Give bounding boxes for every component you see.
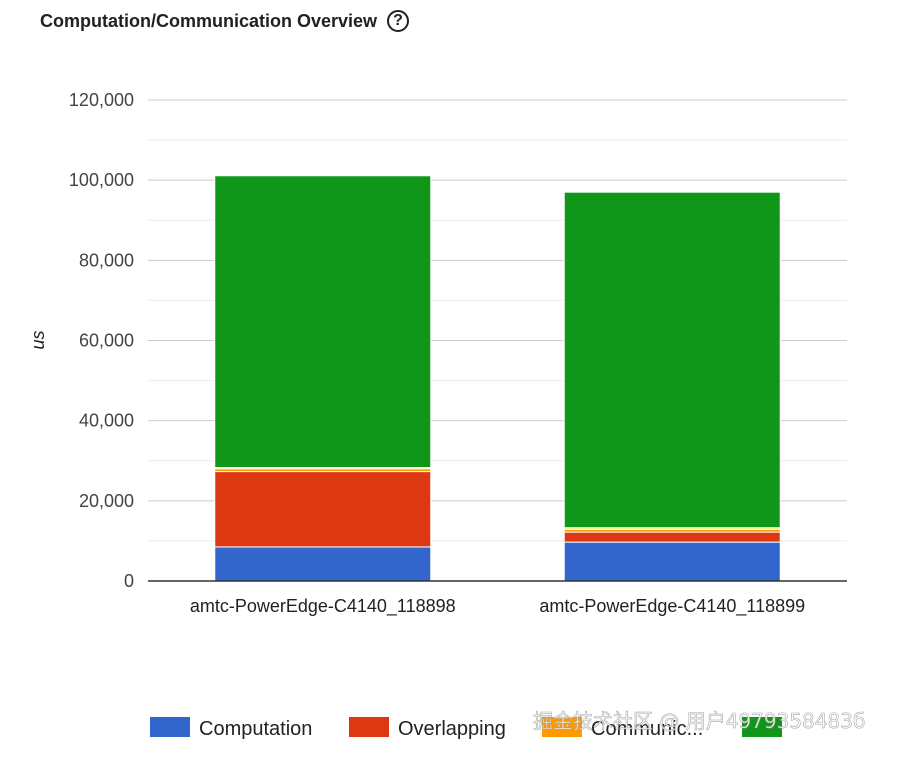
legend-swatch — [349, 717, 389, 737]
help-circle-icon[interactable]: ? — [387, 10, 410, 32]
y-tick-label: 0 — [124, 571, 134, 591]
x-category-label: amtc-PowerEdge-C4140_118899 — [539, 596, 805, 617]
legend-label: Communic... — [591, 718, 703, 740]
y-tick-label: 60,000 — [79, 331, 134, 351]
legend-label: Overlapping — [398, 718, 506, 740]
bar-segment — [563, 191, 781, 529]
y-tick-label: 80,000 — [79, 250, 134, 270]
y-tick-label: 20,000 — [79, 491, 134, 511]
bar-segment — [214, 175, 432, 469]
watermark-text: 掘金技术社区 @ 用户4979358483б — [533, 709, 865, 733]
chart-header: Computation/Communication Overview ? — [40, 6, 410, 36]
bar-segment — [563, 531, 781, 543]
y-tick-label: 100,000 — [69, 170, 134, 190]
bar-segment — [214, 471, 432, 548]
chart-title: Computation/Communication Overview — [40, 10, 378, 31]
bar-segment — [214, 546, 432, 582]
y-axis-label: us — [28, 330, 48, 349]
legend-swatch — [150, 717, 190, 737]
legend-swatch — [742, 717, 782, 737]
bar-segment — [563, 541, 781, 582]
x-category-label: amtc-PowerEdge-C4140_118898 — [190, 596, 456, 617]
legend-label: Computation — [199, 718, 312, 740]
y-tick-label: 120,000 — [69, 90, 134, 110]
legend-swatch — [542, 717, 582, 737]
y-tick-label: 40,000 — [79, 411, 134, 431]
